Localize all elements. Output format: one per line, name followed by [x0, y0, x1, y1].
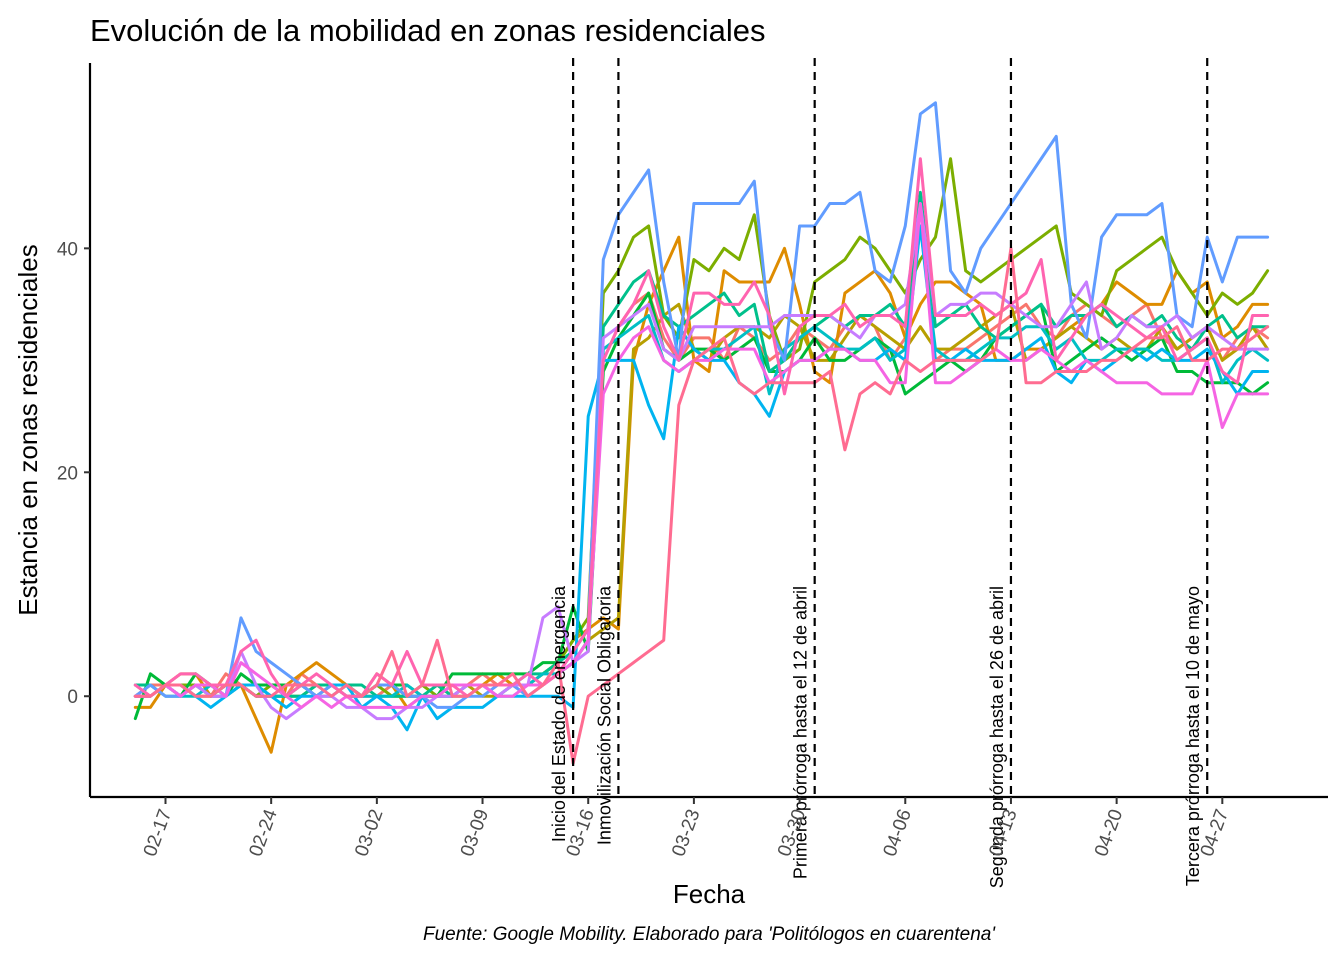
event-label-4: Segunda prórroga hasta el 26 de abril [987, 586, 1007, 888]
series-line-5 [133, 291, 1270, 721]
event-markers: Inicio del Estado de emergencia Inmoviliz… [549, 58, 1209, 888]
series-line-7 [133, 224, 1270, 698]
event-label-1: Inicio del Estado de emergencia [549, 585, 569, 842]
x-tick-label-2: 02-24 [246, 806, 283, 859]
series-line-6 [133, 190, 1270, 698]
x-tick-label-1: 02-17 [140, 807, 176, 860]
series-line-1 [133, 202, 1270, 698]
x-tick-label-3: 03-02 [351, 807, 387, 860]
series-line-8 [133, 224, 1270, 732]
series-line-11 [133, 202, 1270, 709]
event-label-5: Tercera prórroga hasta el 10 de mayo [1183, 586, 1203, 886]
x-axis-title: Fecha [673, 879, 746, 909]
series-line-9 [133, 101, 1270, 709]
x-tick-label-10: 04-20 [1091, 807, 1127, 860]
x-tick-label-4: 03-09 [457, 807, 493, 860]
series-lines [133, 101, 1270, 765]
x-tick-label-6: 03-23 [668, 807, 704, 860]
y-tick-label-3: 40 [57, 239, 78, 260]
series-line-10 [133, 202, 1270, 721]
y-tick-label-1: 0 [67, 687, 78, 708]
event-label-2: Inmovilización Social Obligatoria [594, 585, 614, 845]
series-line-12 [133, 157, 1270, 698]
series-line-13 [133, 246, 1270, 765]
x-tick-label-8: 04-06 [880, 807, 916, 860]
chart-title: Evolución de la mobilidad en zonas resid… [90, 13, 766, 48]
chart-caption: Fuente: Google Mobility. Elaborado para … [423, 924, 996, 945]
series-line-4 [133, 157, 1270, 698]
y-tick-label-2: 20 [57, 463, 78, 484]
y-axis-title: Estancia en zonas residenciales [13, 244, 43, 615]
event-label-3: Primera prórroga hasta el 12 de abril [791, 586, 811, 879]
